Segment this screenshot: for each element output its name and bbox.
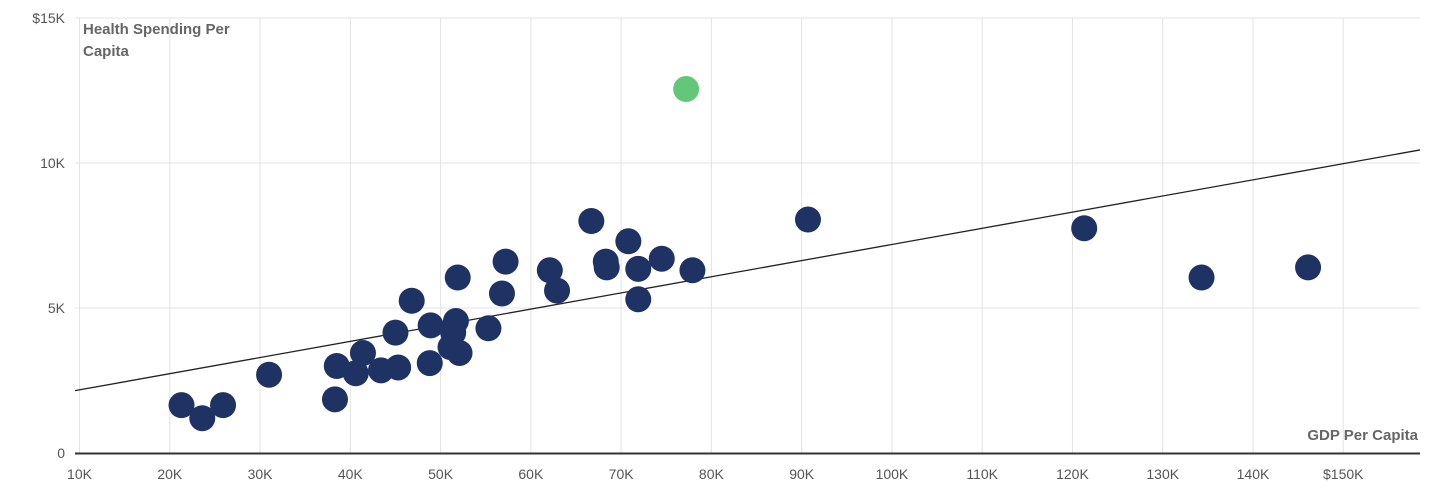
y-axis-ticks: 0 5K 10K $15K (32, 10, 65, 461)
x-tick-label: 30K (248, 466, 274, 482)
data-point[interactable] (382, 319, 409, 346)
x-tick-label: 70K (609, 466, 635, 482)
data-point[interactable] (321, 386, 348, 413)
x-tick-label: 140K (1237, 466, 1270, 482)
y-tick-label: 10K (40, 155, 66, 171)
y-axis-title: Health Spending Per Capita (83, 21, 234, 60)
data-point[interactable] (398, 287, 425, 314)
data-point[interactable] (442, 308, 469, 335)
y-tick-label: $15K (32, 10, 65, 26)
x-tick-label: 10K (67, 466, 93, 482)
y-axis-title-line-1: Health Spending Per (83, 21, 230, 38)
x-tick-label: 120K (1056, 466, 1089, 482)
data-point[interactable] (625, 286, 652, 313)
data-point[interactable] (488, 280, 515, 307)
data-point[interactable] (189, 405, 216, 432)
x-tick-label: 90K (789, 466, 815, 482)
data-point[interactable] (578, 208, 605, 234)
data-point[interactable] (648, 245, 675, 272)
data-point[interactable] (492, 248, 519, 275)
data-point[interactable] (475, 315, 502, 342)
x-tick-label: 50K (428, 466, 454, 482)
y-tick-label: 0 (57, 445, 65, 461)
data-point[interactable] (615, 228, 642, 255)
data-point[interactable] (168, 392, 195, 419)
data-point[interactable] (444, 264, 471, 291)
highlighted-data-point[interactable] (673, 76, 700, 103)
data-point[interactable] (1295, 254, 1322, 281)
grid (75, 17, 1420, 453)
x-tick-label: 130K (1146, 466, 1179, 482)
x-axis-ticks: 10K 20K 30K 40K 50K 60K 70K 80K 90K 100K 110K 120K 1… (67, 466, 1364, 482)
x-tick-label: 40K (338, 466, 364, 482)
data-point[interactable] (417, 312, 444, 339)
x-tick-label: $150K (1323, 466, 1364, 482)
data-point[interactable] (794, 206, 821, 233)
x-axis-title: GDP Per Capita (1307, 427, 1418, 444)
data-point[interactable] (416, 350, 443, 377)
data-point[interactable] (210, 392, 237, 419)
x-tick-label: 110K (966, 466, 998, 482)
x-tick-label: 60K (518, 466, 544, 482)
data-point[interactable] (446, 339, 473, 366)
data-point[interactable] (349, 339, 376, 366)
data-point[interactable] (593, 254, 620, 281)
data-points (168, 76, 1322, 432)
data-point[interactable] (536, 257, 563, 284)
data-point[interactable] (544, 277, 571, 304)
x-tick-label: 100K (876, 466, 909, 482)
trend-line (74, 149, 1421, 392)
y-tick-label: 5K (48, 300, 66, 316)
data-point[interactable] (256, 361, 283, 388)
x-tick-label: 20K (157, 466, 183, 482)
data-point[interactable] (342, 360, 369, 387)
data-point[interactable] (679, 257, 706, 284)
data-point[interactable] (1188, 264, 1215, 291)
y-axis-title-line-2: Capita (83, 43, 130, 60)
data-point[interactable] (1071, 215, 1098, 242)
x-tick-label: 80K (699, 466, 725, 482)
data-point[interactable] (625, 255, 652, 282)
data-point[interactable] (385, 354, 412, 381)
